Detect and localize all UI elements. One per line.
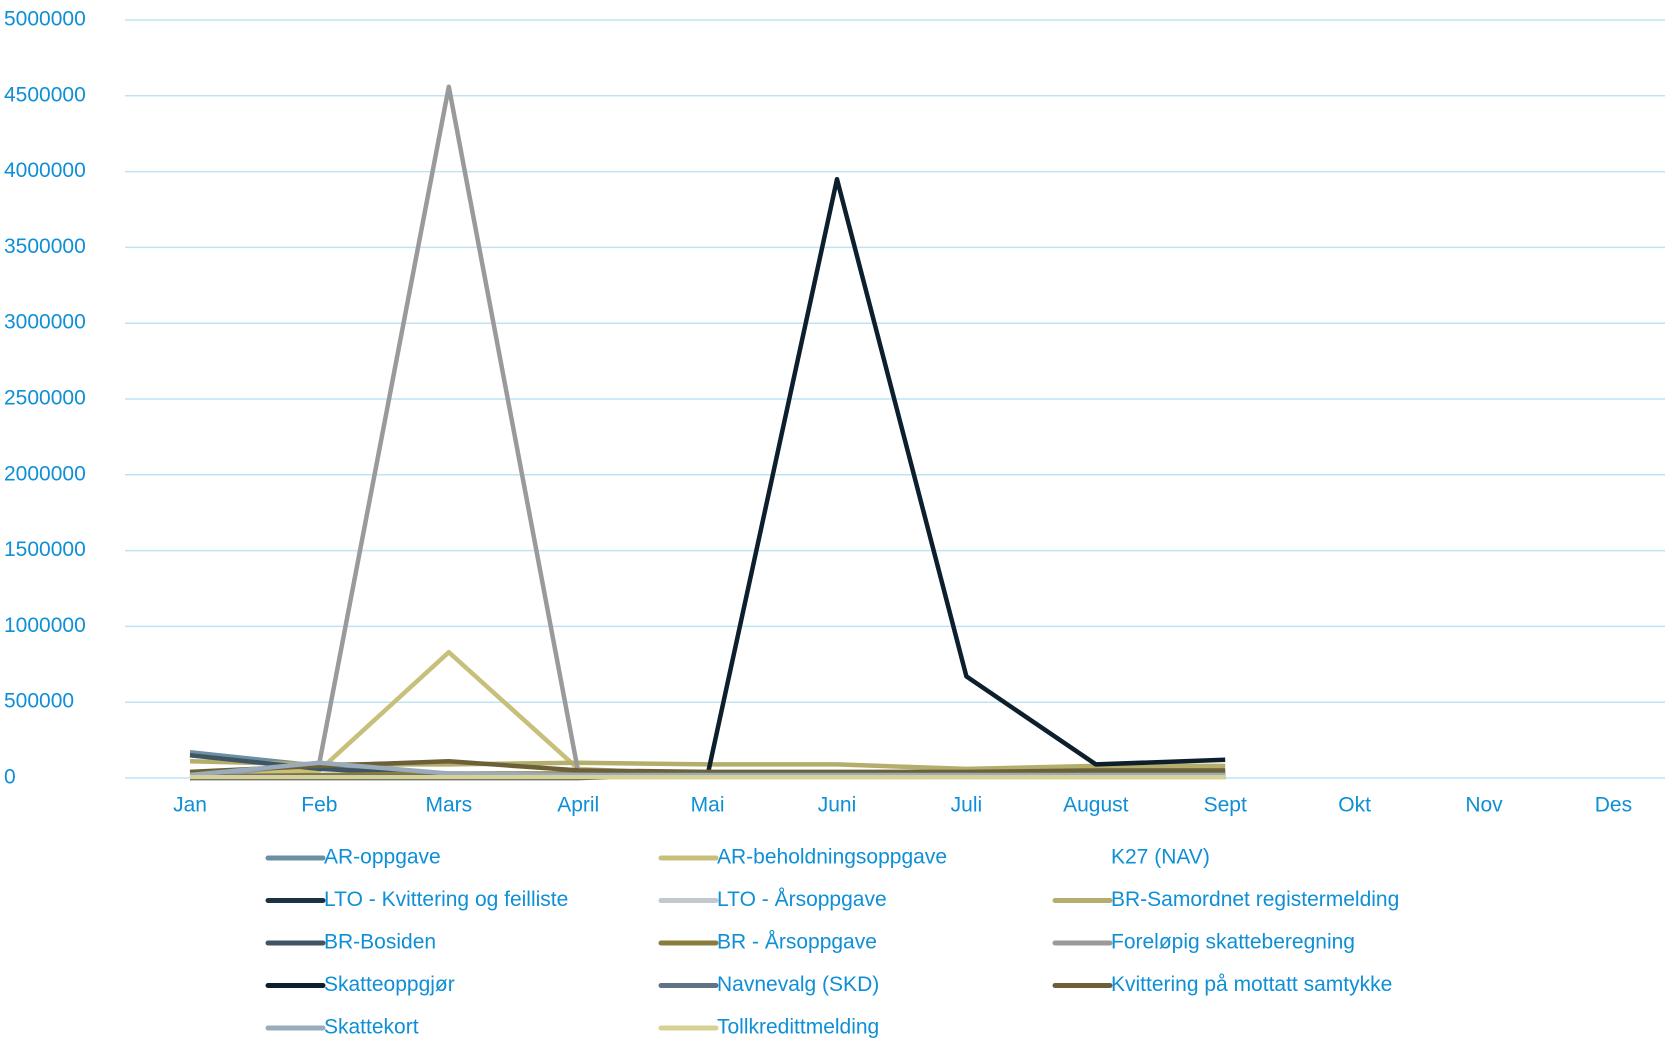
y-tick-label: 0 <box>4 766 16 789</box>
y-tick-label: 5000000 <box>4 8 86 31</box>
series-line <box>190 176 1226 781</box>
series-line <box>189 649 1226 778</box>
legend-label: BR-Bosiden <box>324 931 436 954</box>
legend-label: Navnevalg (SKD) <box>717 973 879 996</box>
x-tick-label: Des <box>1595 794 1632 817</box>
legend-label: Kvittering på mottatt samtykke <box>1111 973 1392 996</box>
x-tick-label: Mai <box>691 794 725 817</box>
x-tick-label: Jan <box>173 794 207 817</box>
x-tick-label: Sept <box>1204 794 1247 817</box>
x-tick-label: April <box>557 794 599 817</box>
legend-label: Skattekort <box>324 1016 419 1039</box>
y-tick-label: 4500000 <box>4 83 86 106</box>
legend-label: AR-oppgave <box>324 846 441 869</box>
x-tick-label: Juni <box>818 794 857 817</box>
y-tick-label: 4000000 <box>4 159 86 182</box>
legend-label: BR-Samordnet registermelding <box>1111 888 1399 911</box>
y-tick-label: 2500000 <box>4 387 86 410</box>
legend-label: Skatteoppgjør <box>324 973 455 996</box>
y-tick-label: 2000000 <box>4 462 86 485</box>
y-tick-label: 1500000 <box>4 538 86 561</box>
x-tick-label: Okt <box>1338 794 1371 817</box>
x-tick-label: Feb <box>301 794 337 817</box>
legend-label: Foreløpig skatteberegning <box>1111 931 1355 954</box>
legend-label: BR - Årsoppgave <box>717 931 877 954</box>
x-tick-label: August <box>1063 794 1129 817</box>
y-tick-label: 500000 <box>4 690 74 713</box>
legend-label: Tollkredittmelding <box>717 1016 879 1039</box>
legend-label: K27 (NAV) <box>1111 846 1210 869</box>
legend-label: LTO - Kvittering og feilliste <box>324 888 568 911</box>
x-tick-label: Nov <box>1465 794 1503 817</box>
series-line <box>189 84 1226 781</box>
legend-label: AR-beholdningsoppgave <box>717 846 947 869</box>
y-tick-label: 3500000 <box>4 235 86 258</box>
x-tick-label: Juli <box>951 794 983 817</box>
x-tick-label: Mars <box>425 794 472 817</box>
y-tick-label: 1000000 <box>4 614 86 637</box>
y-tick-label: 3000000 <box>4 311 86 334</box>
legend-label: LTO - Årsoppgave <box>717 888 887 911</box>
